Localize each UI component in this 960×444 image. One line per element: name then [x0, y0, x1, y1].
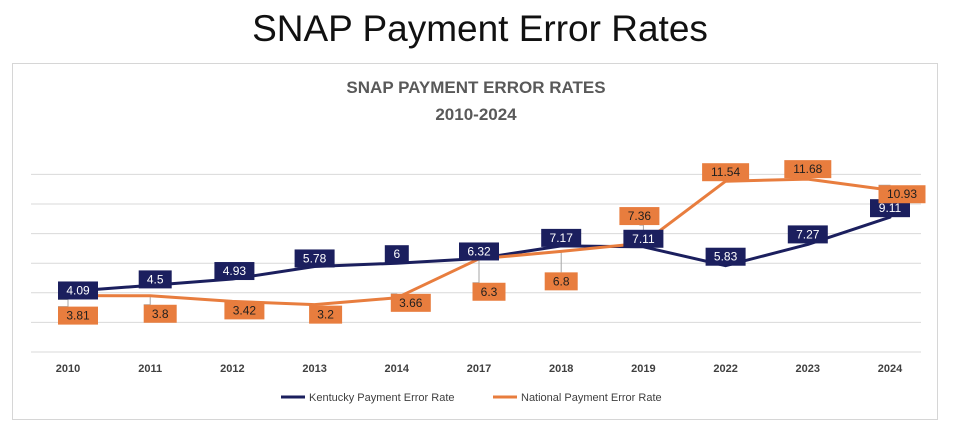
legend-label: National Payment Error Rate — [521, 392, 662, 404]
data-label-box — [390, 293, 431, 312]
legend-label: Kentucky Payment Error Rate — [309, 392, 455, 404]
data-label: 4.09 — [66, 283, 90, 297]
data-label-box — [224, 301, 265, 320]
data-label-box — [705, 247, 746, 266]
data-label-box — [702, 163, 750, 182]
data-label-box — [384, 245, 409, 264]
data-label-box — [541, 228, 582, 247]
data-label-box — [58, 306, 98, 325]
line-chart: SNAP PAYMENT ERROR RATES 2010-2024 4.094… — [31, 78, 926, 404]
data-label: 4.5 — [147, 272, 164, 286]
data-label-box — [214, 262, 255, 281]
x-axis-ticks: 2010 2011 2012 2013 2014 2017 2018 2019 2022 2023… — [56, 363, 903, 375]
data-label: 3.66 — [399, 296, 423, 310]
data-label-box — [472, 282, 506, 301]
data-label: 11.54 — [711, 165, 740, 179]
data-label: 3.42 — [233, 303, 257, 317]
data-label-box — [309, 305, 343, 324]
data-label: 6.3 — [481, 285, 498, 299]
data-label-box — [878, 185, 926, 204]
data-label-box — [623, 229, 664, 248]
x-tick-label: 2014 — [385, 363, 410, 375]
x-tick-label: 2011 — [138, 363, 162, 375]
data-label: 6 — [393, 247, 400, 261]
data-label-box — [58, 281, 98, 300]
data-label: 3.81 — [66, 309, 90, 323]
data-label-box — [619, 207, 660, 226]
data-label: 7.36 — [628, 209, 652, 223]
slide-title: SNAP Payment Error Rates — [252, 8, 708, 49]
x-tick-label: 2019 — [631, 363, 655, 375]
data-label: 9.11 — [879, 201, 902, 215]
data-label-box — [143, 304, 177, 323]
chart-title: SNAP PAYMENT ERROR RATES — [346, 78, 605, 97]
x-tick-label: 2022 — [713, 363, 737, 375]
x-tick-label: 2023 — [796, 363, 820, 375]
data-label-box — [787, 225, 828, 244]
data-label-box — [138, 270, 172, 289]
x-tick-label: 2010 — [56, 363, 80, 375]
data-label: 11.68 — [793, 162, 822, 176]
data-label-box — [459, 242, 499, 261]
data-label-box — [784, 160, 832, 179]
chart-frame: SNAP PAYMENT ERROR RATES 2010-2024 4.09 4… — [12, 63, 938, 420]
data-label: 3.8 — [152, 307, 169, 321]
data-label: 6.8 — [553, 274, 570, 288]
data-label-box — [544, 272, 578, 291]
x-tick-label: 2018 — [549, 363, 573, 375]
data-label: 7.11 — [632, 232, 655, 246]
data-label: 6.32 — [467, 244, 491, 258]
data-label: 3.2 — [317, 308, 334, 322]
x-tick-label: 2013 — [302, 363, 326, 375]
x-tick-label: 2012 — [220, 363, 244, 375]
legend: Kentucky Payment Error Rate National Paym… — [281, 392, 662, 404]
data-label: 5.78 — [303, 251, 327, 265]
data-label: 7.27 — [796, 227, 820, 241]
data-label: 5.83 — [714, 250, 738, 264]
data-label: 7.17 — [550, 231, 574, 245]
x-tick-label: 2024 — [878, 363, 903, 375]
chart-subtitle: 2010-2024 — [435, 105, 517, 124]
data-label: 4.93 — [223, 264, 247, 278]
data-label-box — [294, 249, 335, 268]
gridlines — [31, 173, 921, 353]
data-label: 10.93 — [887, 187, 917, 201]
data-label-box — [870, 199, 910, 218]
data-labels: 4.09 4.5 4.93 5.78 6 6.32 7.17 7.11 5.83 7.27 9.11… — [58, 160, 926, 325]
x-tick-label: 2017 — [467, 363, 491, 375]
